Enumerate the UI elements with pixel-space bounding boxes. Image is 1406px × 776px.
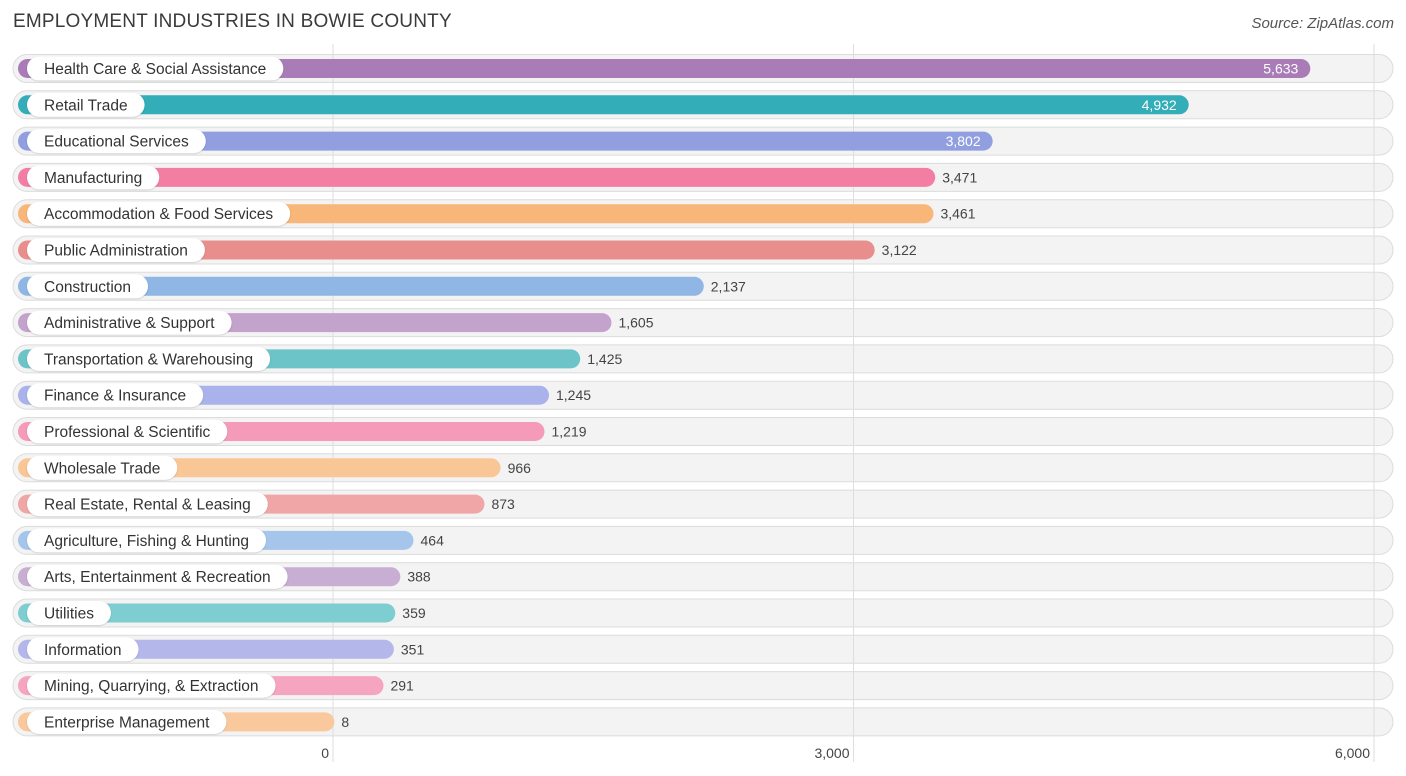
value-label: 5,633 (1263, 61, 1298, 77)
category-pill (27, 274, 149, 299)
category-label: Health Care & Social Assistance (44, 61, 266, 78)
category-pill (27, 492, 268, 517)
category-pill (27, 92, 145, 117)
row-track (12, 707, 1394, 737)
category-label: Mining, Quarrying, & Extraction (44, 678, 259, 695)
category-label: Real Estate, Rental & Leasing (44, 497, 251, 514)
category-label: Information (44, 642, 122, 659)
category-pill (27, 564, 288, 589)
category-pill (27, 528, 267, 553)
bar (18, 131, 993, 151)
value-label: 873 (491, 496, 515, 512)
value-label: 3,122 (882, 242, 917, 258)
category-label: Administrative & Support (44, 315, 215, 332)
category-pill (27, 383, 204, 408)
category-pill (27, 601, 111, 625)
x-tick-label: 0 (321, 745, 329, 761)
value-label: 8 (341, 714, 349, 730)
category-label: Transportation & Warehousing (44, 351, 253, 368)
value-label: 351 (401, 641, 425, 657)
category-label: Construction (44, 279, 131, 296)
category-label: Arts, Entertainment & Recreation (44, 569, 271, 586)
category-pill (27, 165, 160, 190)
bar (18, 603, 396, 623)
category-pill (27, 419, 228, 444)
value-label: 1,245 (556, 387, 591, 403)
chart-title: EMPLOYMENT INDUSTRIES IN BOWIE COUNTY (13, 11, 452, 32)
category-pill (27, 56, 284, 81)
category-label: Agriculture, Fishing & Hunting (44, 533, 249, 550)
x-tick-label: 3,000 (814, 745, 849, 761)
value-label: 3,802 (946, 133, 981, 149)
value-label: 1,219 (551, 424, 586, 440)
value-label: 966 (508, 460, 532, 476)
category-pill (27, 238, 205, 262)
category-pill (27, 201, 291, 226)
category-label: Accommodation & Food Services (44, 206, 273, 223)
category-pill (27, 637, 139, 662)
category-label: Manufacturing (44, 170, 142, 187)
value-label: 359 (402, 605, 426, 621)
bar (18, 95, 1189, 115)
category-pill (27, 673, 276, 698)
value-label: 3,461 (940, 206, 975, 222)
category-label: Professional & Scientific (44, 424, 211, 441)
x-tick-label: 6,000 (1335, 745, 1370, 761)
category-label: Utilities (44, 606, 94, 623)
category-label: Public Administration (44, 243, 188, 260)
value-label: 388 (407, 569, 431, 585)
value-label: 1,425 (587, 351, 622, 367)
category-pill (27, 709, 227, 734)
category-label: Educational Services (44, 134, 189, 151)
value-label: 2,137 (711, 278, 746, 294)
category-pill (27, 310, 232, 335)
bar (18, 59, 1311, 78)
category-label: Finance & Insurance (44, 388, 186, 405)
category-pill (27, 346, 271, 371)
category-pill (27, 455, 178, 480)
value-label: 4,932 (1142, 97, 1177, 113)
bar (18, 276, 704, 296)
bar (18, 240, 875, 260)
chart-source: Source: ZipAtlas.com (1251, 15, 1394, 32)
value-label: 291 (390, 678, 414, 694)
category-label: Enterprise Management (44, 714, 210, 731)
category-label: Wholesale Trade (44, 460, 160, 477)
category-label: Retail Trade (44, 97, 128, 114)
value-label: 1,605 (618, 315, 653, 331)
bar (18, 167, 936, 187)
category-pill (27, 129, 206, 154)
value-label: 464 (421, 532, 445, 548)
value-label: 3,471 (942, 169, 977, 185)
